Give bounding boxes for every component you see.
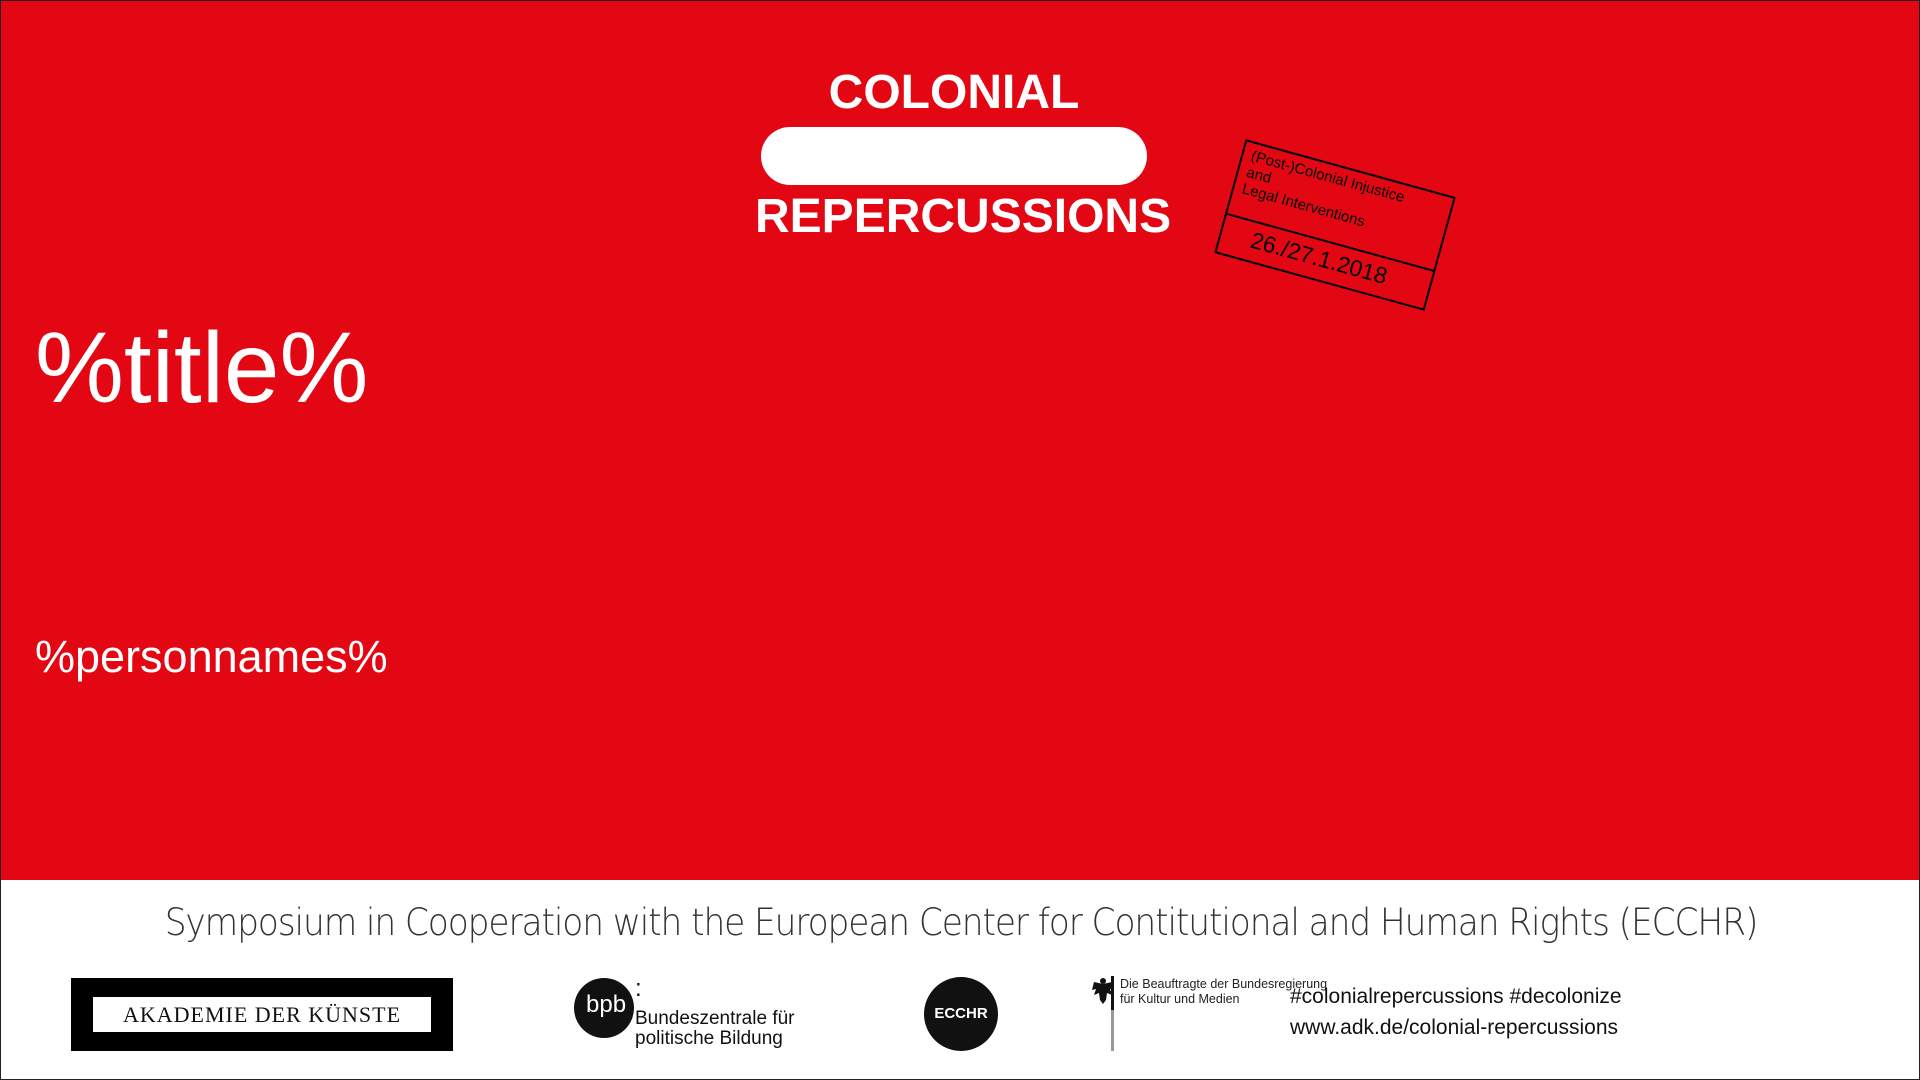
bkm-line: Die Beauftragte der Bundesregierung <box>1120 977 1328 991</box>
bpb-line: Bundeszentrale für <box>635 1008 795 1029</box>
website-link[interactable]: www.adk.de/colonial-repercussions <box>1290 1016 1618 1039</box>
logo-pill <box>761 127 1147 185</box>
adk-logo: AKADEMIE DER KÜNSTE <box>71 978 453 1051</box>
hashtags-block: #colonialrepercussions #decolonize www.a… <box>1290 981 1622 1043</box>
ecchr-logo: ECCHR <box>924 977 998 1051</box>
bpb-name: Bundeszentrale für politische Bildung <box>635 1009 795 1049</box>
cooperation-text: Symposium in Cooperation with the Europe… <box>164 901 1759 944</box>
bpb-logo: bpb <box>574 978 634 1038</box>
person-names: %personnames% <box>35 631 388 682</box>
logo-repercussions: REPERCUSSIONS <box>755 190 1172 243</box>
federal-eagle-icon <box>1092 978 1114 1004</box>
logo-colonial: COLONIAL <box>828 66 1080 119</box>
bpb-line: politische Bildung <box>635 1028 783 1049</box>
bkm-name: Die Beauftragte der Bundesregierung für … <box>1120 977 1327 1007</box>
page-title: %title% <box>35 312 369 424</box>
adk-logo-text: AKADEMIE DER KÜNSTE <box>93 997 431 1032</box>
bpb-colon: : <box>635 975 642 1002</box>
bkm-divider <box>1111 976 1114 1051</box>
bkm-line: für Kultur und Medien <box>1120 992 1240 1006</box>
hashtags: #colonialrepercussions #decolonize <box>1290 985 1622 1008</box>
